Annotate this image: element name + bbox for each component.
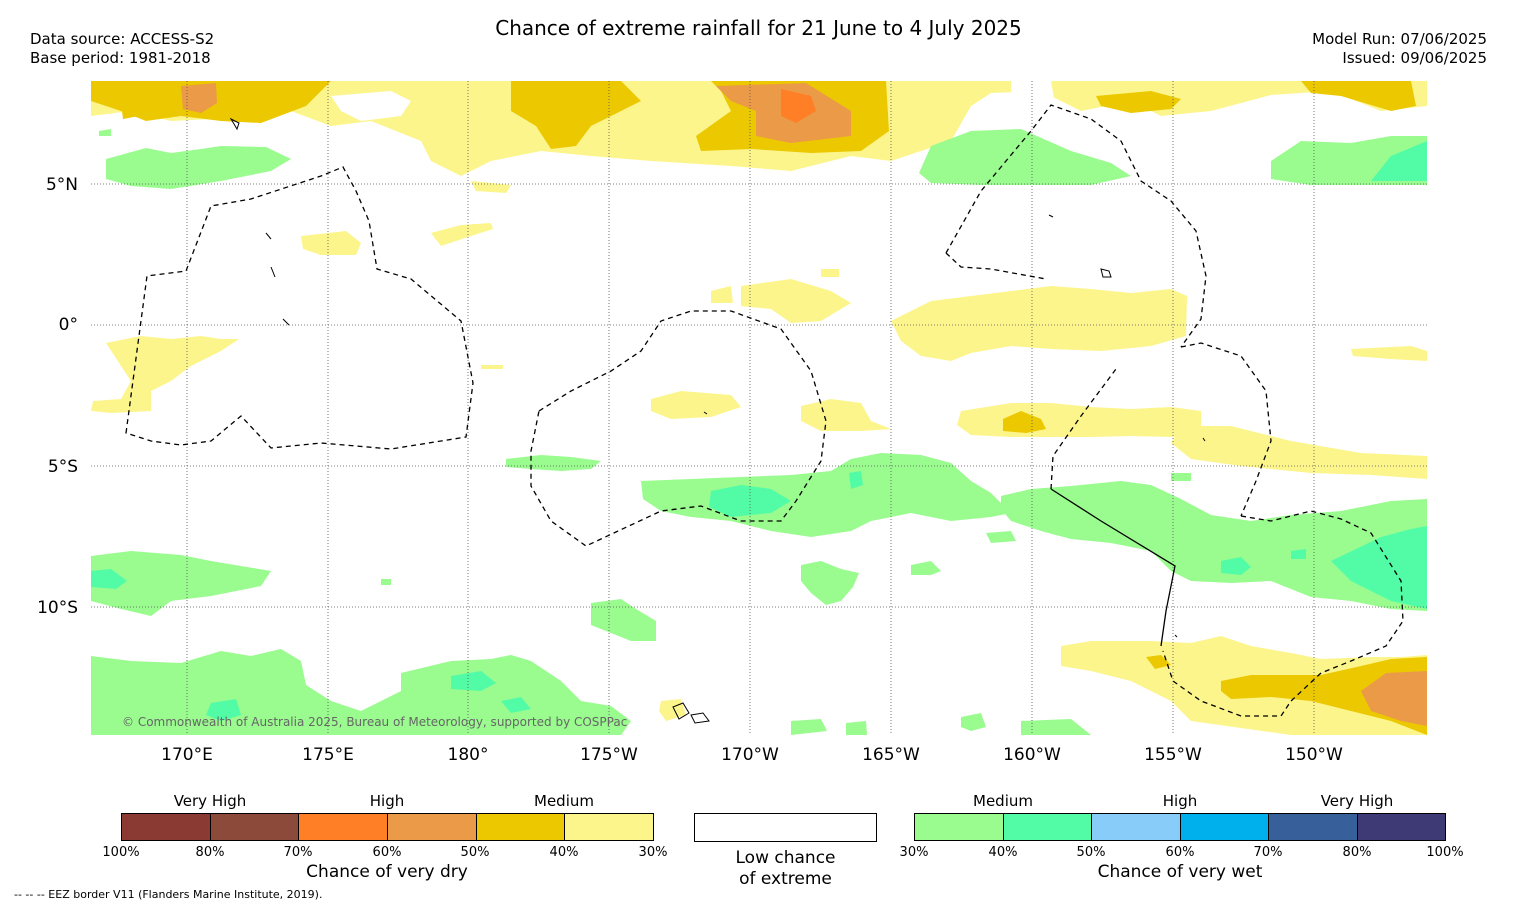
lon-label-170w: 170°W: [721, 745, 779, 765]
legend-dry-swatch-5: [475, 814, 565, 840]
lon-label-155w: 155°W: [1144, 745, 1202, 765]
data-info: Data source: ACCESS-S2 Base period: 1981…: [30, 30, 214, 68]
legend-wet-tick: 80%: [1342, 845, 1372, 860]
dry-region-equator: [91, 269, 1427, 479]
legend-wet-swatch-3: [1091, 814, 1180, 840]
legend-dry-title: Chance of very dry: [306, 862, 468, 882]
legend-dry-swatch-6: [564, 814, 654, 840]
legend-dry-swatch-4: [387, 814, 476, 840]
legend-dry-tick: 70%: [283, 845, 313, 860]
lon-label-175e: 175°E: [302, 745, 354, 765]
dry-region-north: [91, 81, 1427, 255]
lon-label-165w: 165°W: [862, 745, 920, 765]
lon-label-175w: 175°W: [580, 745, 638, 765]
copyright-notice: © Commonwealth of Australia 2025, Bureau…: [122, 715, 628, 729]
run-info: Model Run: 07/06/2025 Issued: 09/06/2025: [1312, 30, 1487, 68]
map-title: Chance of extreme rainfall for 21 June t…: [495, 16, 1022, 40]
lat-label-5n: 5°N: [45, 175, 78, 195]
legend-wet-tick: 100%: [1426, 845, 1464, 860]
legend-wet-medium: Medium: [973, 792, 1033, 810]
legend-dry-tick: 80%: [195, 845, 225, 860]
graticule: [91, 81, 1427, 735]
legend-dry-swatch-2: [209, 814, 299, 840]
legend-dry-very-high: Very High: [173, 792, 247, 810]
lon-label-170e: 170°E: [161, 745, 213, 765]
legend-wet-tick: 30%: [899, 845, 929, 860]
legend-dry-tick: 30%: [638, 845, 668, 860]
legend-wet-tick: 50%: [1076, 845, 1106, 860]
legend-wet-tick: 70%: [1253, 845, 1283, 860]
legend-dry-colorbar: [121, 813, 654, 841]
model-run: Model Run: 07/06/2025: [1312, 30, 1487, 48]
rainfall-map: [91, 81, 1427, 735]
lat-label-10s: 10°S: [37, 598, 78, 618]
eez-border-solid: [1050, 488, 1176, 647]
legend-wet-swatch-6: [1356, 814, 1445, 840]
legend-wet-swatch-1: [915, 814, 1003, 840]
legend-wet-swatch-5: [1268, 814, 1357, 840]
eez-footnote: -- -- -- EEZ border V11 (Flanders Marine…: [14, 888, 323, 901]
legend-dry-tick: 50%: [460, 845, 490, 860]
legend-wet-high: High: [1162, 792, 1198, 810]
base-period: Base period: 1981-2018: [30, 49, 211, 67]
legend-wet-tick: 40%: [988, 845, 1018, 860]
lon-label-180: 180°: [447, 745, 489, 765]
legend-low-label: Low chance of extreme: [694, 848, 877, 890]
legend-dry-swatch-3: [298, 814, 388, 840]
legend-dry-swatch-1: [122, 814, 210, 840]
eez-borders: [125, 104, 1404, 717]
legend-wet-very-high: Very High: [1320, 792, 1394, 810]
legend-wet-swatch-2: [1002, 814, 1091, 840]
wet-region-south: [91, 453, 1427, 735]
legend-wet-tick: 60%: [1165, 845, 1195, 860]
lat-label-0: 0°: [58, 315, 78, 335]
lat-label-5s: 5°S: [47, 457, 78, 477]
islands: [229, 117, 1206, 724]
legend-wet-swatch-4: [1179, 814, 1268, 840]
legend-dry-tick: 40%: [549, 845, 579, 860]
legend-low-swatch: [694, 813, 877, 842]
wet-region-north: [99, 129, 1427, 189]
legend-dry-tick: 100%: [102, 845, 140, 860]
legend-low-line1: Low chance: [735, 848, 836, 868]
legend-wet-colorbar: [914, 813, 1446, 841]
lon-label-160w: 160°W: [1003, 745, 1061, 765]
legend-wet-title: Chance of very wet: [1097, 862, 1263, 882]
issued-date: Issued: 09/06/2025: [1342, 49, 1487, 67]
lon-label-150w: 150°W: [1285, 745, 1343, 765]
legend-dry-tick: 60%: [372, 845, 402, 860]
legend-dry-medium: Medium: [534, 792, 594, 810]
legend-dry-high: High: [369, 792, 405, 810]
data-source: Data source: ACCESS-S2: [30, 30, 215, 48]
legend-low-line2: of extreme: [739, 869, 832, 889]
dry-region-south: [659, 636, 1427, 735]
